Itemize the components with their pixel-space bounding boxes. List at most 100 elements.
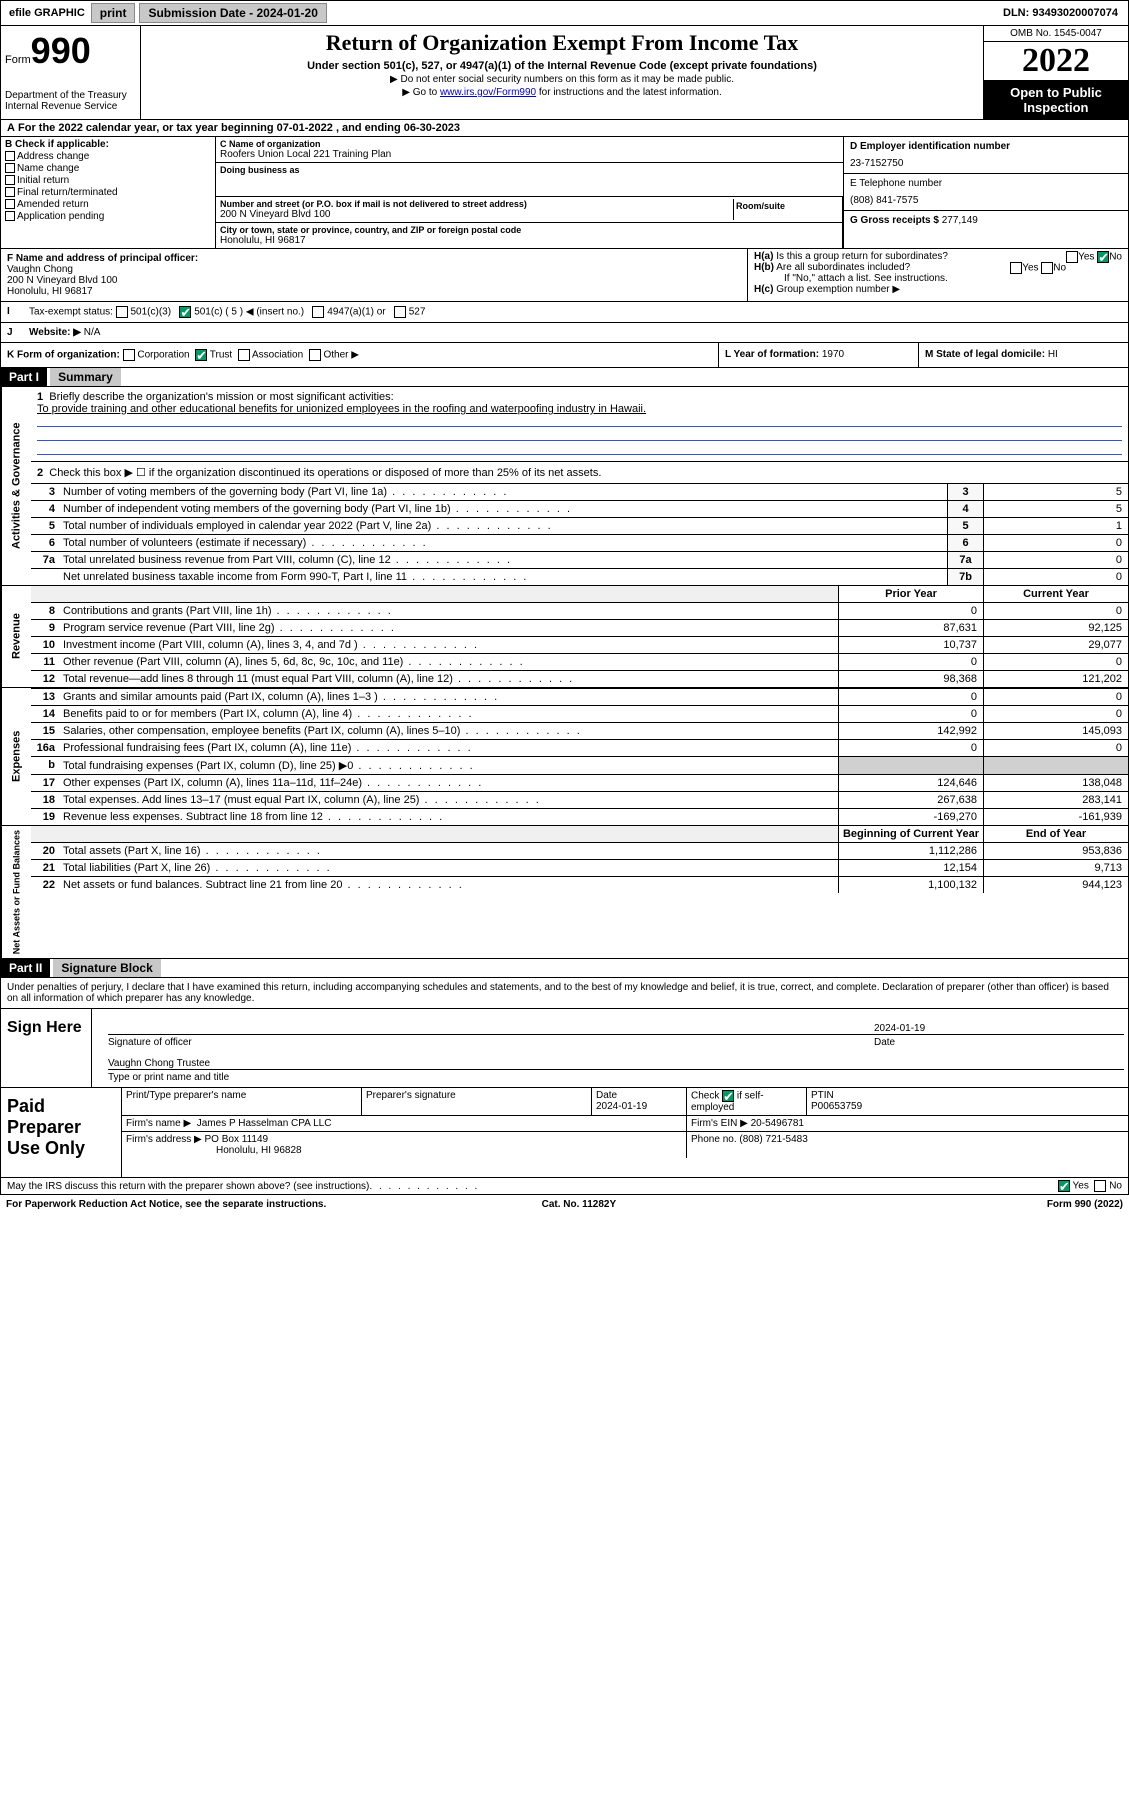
vert-label-revenue: Revenue (1, 586, 31, 687)
paid-preparer-label: Paid Preparer Use Only (1, 1088, 121, 1177)
summary-row: 9Program service revenue (Part VIII, lin… (31, 619, 1128, 636)
summary-row: 11Other revenue (Part VIII, column (A), … (31, 653, 1128, 670)
expenses-block: Expenses 13Grants and similar amounts pa… (0, 688, 1129, 826)
activities-governance-block: Activities & Governance 1 Briefly descri… (0, 387, 1129, 586)
section-m: M State of legal domicile: HI (918, 343, 1128, 367)
row-j: J Website: ▶ N/A (0, 323, 1129, 343)
section-d: D Employer identification number 23-7152… (843, 137, 1128, 248)
dln-label: DLN: 93493020007074 (1003, 7, 1126, 19)
footer-line: For Paperwork Reduction Act Notice, see … (0, 1195, 1129, 1214)
section-h: H(a) Is this a group return for subordin… (748, 249, 1128, 301)
chk-address-change[interactable] (5, 151, 15, 161)
mission-text: To provide training and other educationa… (37, 403, 646, 415)
org-name: Roofers Union Local 221 Training Plan (220, 149, 839, 160)
chk-assoc[interactable] (238, 349, 250, 361)
summary-row: 10Investment income (Part VIII, column (… (31, 636, 1128, 653)
chk-527[interactable] (394, 306, 406, 318)
ha-no[interactable] (1097, 251, 1109, 263)
summary-row: 13Grants and similar amounts paid (Part … (31, 688, 1128, 705)
part1-title: Summary (50, 368, 121, 386)
chk-501c[interactable] (179, 306, 191, 318)
sign-here-label: Sign Here (1, 1009, 91, 1087)
summary-row: bTotal fundraising expenses (Part IX, co… (31, 756, 1128, 774)
summary-row: 21Total liabilities (Part X, line 26)12,… (31, 859, 1128, 876)
summary-row: Net unrelated business taxable income fr… (31, 568, 1128, 585)
hb-yes[interactable] (1010, 262, 1022, 274)
chk-corp[interactable] (123, 349, 135, 361)
ha-yes[interactable] (1066, 251, 1078, 263)
chk-initial-return[interactable] (5, 175, 15, 185)
section-l: L Year of formation: 1970 (718, 343, 918, 367)
sign-date-value: 2024-01-19 (874, 1023, 1124, 1034)
row-f-h: F Name and address of principal officer:… (0, 249, 1129, 302)
tax-year: 2022 (984, 42, 1128, 81)
preparer-date: 2024-01-19 (596, 1101, 647, 1112)
summary-row: 5Total number of individuals employed in… (31, 517, 1128, 534)
revenue-block: Revenue b Prior Year Current Year 8Contr… (0, 586, 1129, 688)
firm-ein: 20-5496781 (751, 1118, 804, 1129)
row-i: I Tax-exempt status: 501(c)(3) 501(c) ( … (0, 302, 1129, 323)
vert-label-governance: Activities & Governance (1, 387, 31, 585)
part1-header-row: Part I Summary (0, 368, 1129, 387)
summary-row: 16aProfessional fundraising fees (Part I… (31, 739, 1128, 756)
top-bar: efile GRAPHIC print Submission Date - 20… (0, 0, 1129, 26)
chk-other[interactable] (309, 349, 321, 361)
hb-no[interactable] (1041, 262, 1053, 274)
firm-addr1: PO Box 11149 (205, 1134, 269, 1145)
summary-row: 17Other expenses (Part IX, column (A), l… (31, 774, 1128, 791)
form-header: Form990 Department of the Treasury Inter… (0, 26, 1129, 120)
print-button[interactable]: print (91, 3, 136, 23)
section-a-period: A For the 2022 calendar year, or tax yea… (0, 120, 1129, 137)
row-k-l-m: K Form of organization: Corporation Trus… (0, 343, 1129, 368)
form-title: Return of Organization Exempt From Incom… (145, 30, 979, 56)
street-address: 200 N Vineyard Blvd 100 (220, 209, 733, 220)
summary-row: 15Salaries, other compensation, employee… (31, 722, 1128, 739)
part2-title: Signature Block (53, 959, 160, 977)
phone-value: (808) 841-7575 (850, 195, 1122, 206)
chk-amended-return[interactable] (5, 199, 15, 209)
summary-row: 18Total expenses. Add lines 13–17 (must … (31, 791, 1128, 808)
discuss-yes[interactable] (1058, 1180, 1070, 1192)
section-c: C Name of organization Roofers Union Loc… (216, 137, 843, 248)
discuss-row: May the IRS discuss this return with the… (0, 1178, 1129, 1195)
chk-name-change[interactable] (5, 163, 15, 173)
open-public-badge: Open to Public Inspection (984, 81, 1128, 119)
chk-final-return[interactable] (5, 187, 15, 197)
header-right: OMB No. 1545-0047 2022 Open to Public In… (983, 26, 1128, 119)
ptin-value: P00653759 (811, 1101, 862, 1112)
chk-application-pending[interactable] (5, 211, 15, 221)
col-current-year: Current Year (983, 586, 1128, 602)
summary-row: 12Total revenue—add lines 8 through 11 (… (31, 670, 1128, 687)
chk-501c3[interactable] (116, 306, 128, 318)
form-subtitle: Under section 501(c), 527, or 4947(a)(1)… (145, 60, 979, 72)
summary-row: 14Benefits paid to or for members (Part … (31, 705, 1128, 722)
officer-addr1: 200 N Vineyard Blvd 100 (7, 275, 741, 286)
chk-trust[interactable] (195, 349, 207, 361)
part1-badge: Part I (1, 368, 47, 386)
form-number-footer: Form 990 (2022) (1047, 1199, 1123, 1210)
preparer-phone: (808) 721-5483 (739, 1134, 807, 1145)
summary-row: 20Total assets (Part X, line 16)1,112,28… (31, 842, 1128, 859)
chk-self-employed[interactable] (722, 1090, 734, 1102)
firm-name: James P Hasselman CPA LLC (197, 1118, 332, 1129)
firm-addr2: Honolulu, HI 96828 (216, 1145, 302, 1156)
paperwork-notice: For Paperwork Reduction Act Notice, see … (6, 1199, 326, 1210)
discuss-no[interactable] (1094, 1180, 1106, 1192)
efile-label: efile GRAPHIC (3, 7, 91, 19)
summary-row: 6Total number of volunteers (estimate if… (31, 534, 1128, 551)
part2-header-row: Part II Signature Block (0, 959, 1129, 978)
ein-value: 23-7152750 (850, 158, 1122, 169)
entity-block: B Check if applicable: Address change Na… (0, 137, 1129, 249)
irs-link[interactable]: www.irs.gov/Form990 (440, 87, 536, 98)
officer-name: Vaughn Chong (7, 264, 741, 275)
website-value: N/A (84, 327, 101, 338)
form-prefix: Form (5, 54, 31, 66)
chk-4947[interactable] (312, 306, 324, 318)
submission-date-button[interactable]: Submission Date - 2024-01-20 (139, 3, 326, 23)
form-number: 990 (31, 30, 91, 71)
summary-row: 3Number of voting members of the governi… (31, 483, 1128, 500)
penalties-text: Under penalties of perjury, I declare th… (0, 978, 1129, 1009)
vert-label-expenses: Expenses (1, 688, 31, 825)
summary-row: 7aTotal unrelated business revenue from … (31, 551, 1128, 568)
section-f: F Name and address of principal officer:… (1, 249, 748, 301)
